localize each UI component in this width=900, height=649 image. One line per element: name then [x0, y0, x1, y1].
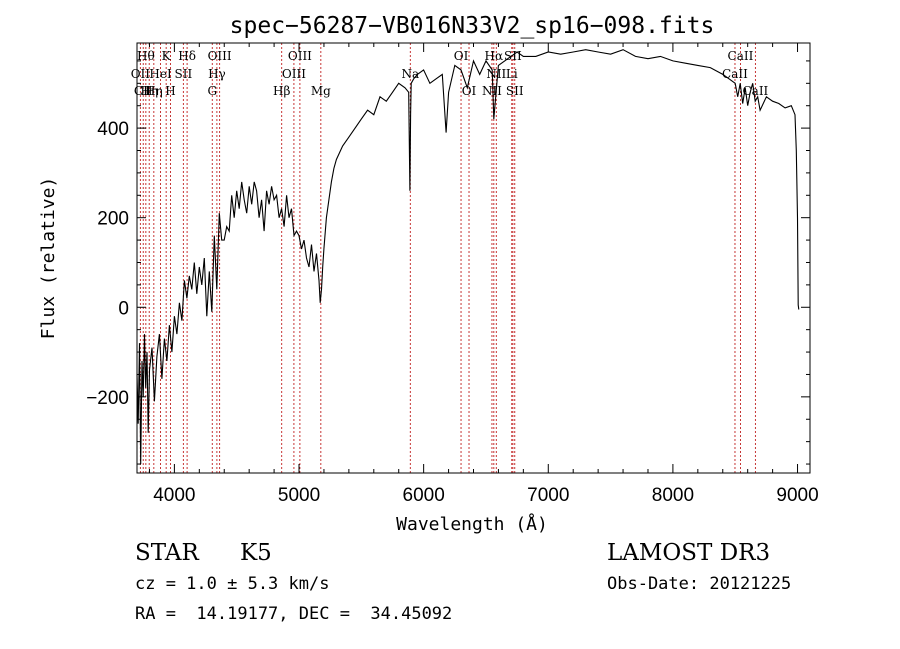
line-label-23: Li [506, 67, 518, 81]
observation-date: Obs-Date: 20121225 [607, 574, 792, 594]
chart-title: spec−56287−VB016N33V2_sp16−098.fits [230, 13, 715, 39]
line-label-1: CII [134, 84, 153, 98]
x-tick-label-3: 7000 [527, 485, 569, 506]
line-label-11: Hγ [208, 67, 226, 81]
line-label-4: Hη [145, 84, 163, 98]
x-tick-label-5: 9000 [776, 485, 818, 506]
emission-line-labels: OIICIIHθHηHηHeIKHSIIHδGHγOIIIHβOIIIOIIIM… [131, 49, 769, 98]
plot-frame [136, 42, 811, 474]
redshift-cz: cz = 1.0 ± 5.3 km/s [135, 574, 330, 594]
line-label-2: Hθ [137, 49, 155, 63]
line-label-21: Hα [485, 49, 504, 63]
line-label-10: G [207, 84, 217, 98]
x-axis: 4000 5000 6000 7000 8000 9000 [148, 43, 819, 506]
line-label-12: OIII [208, 49, 232, 63]
x-tick-label-0: 4000 [153, 485, 195, 506]
x-tick-label-1: 5000 [278, 485, 320, 506]
x-tick-label-2: 6000 [403, 485, 445, 506]
flux-series-line [136, 49, 800, 465]
line-label-3: Hη [140, 84, 158, 98]
survey-name: LAMOST DR3 [607, 540, 771, 566]
x-axis-label: Wavelength (Å) [396, 513, 548, 535]
line-label-16: Mg [311, 84, 331, 98]
y-tick-label-2: 200 [97, 209, 129, 230]
line-label-25: SII [506, 84, 524, 98]
line-label-28: CaII [742, 84, 768, 98]
line-label-7: H [165, 84, 175, 98]
line-label-19: OI [462, 84, 477, 98]
line-label-27: CaII [728, 49, 754, 63]
line-label-5: HeI [149, 67, 172, 81]
y-tick-label-1: 0 [118, 298, 129, 319]
line-label-15: OIII [288, 49, 312, 63]
line-label-26: CaII [722, 67, 748, 81]
y-axis: −200 0 200 400 [86, 60, 810, 465]
x-tick-label-4: 8000 [652, 485, 694, 506]
line-label-22: NII [486, 67, 506, 81]
line-label-20: NII [482, 84, 502, 98]
y-tick-label-0: −200 [86, 388, 129, 409]
line-label-24: SII [504, 49, 522, 63]
line-label-18: OI [454, 49, 469, 63]
sky-coordinates: RA = 14.19177, DEC = 34.45092 [135, 604, 453, 624]
line-label-0: OII [131, 67, 151, 81]
y-axis-label: Flux (relative) [38, 177, 59, 340]
line-label-6: K [162, 49, 172, 63]
line-label-8: SII [175, 67, 193, 81]
line-label-17: Na [401, 67, 419, 81]
object-subclass: K5 [240, 540, 272, 566]
y-tick-label-3: 400 [97, 119, 129, 140]
object-class: STAR [135, 540, 199, 566]
line-label-14: OIII [282, 67, 306, 81]
line-label-9: Hδ [178, 49, 196, 63]
line-label-13: Hβ [273, 84, 290, 98]
